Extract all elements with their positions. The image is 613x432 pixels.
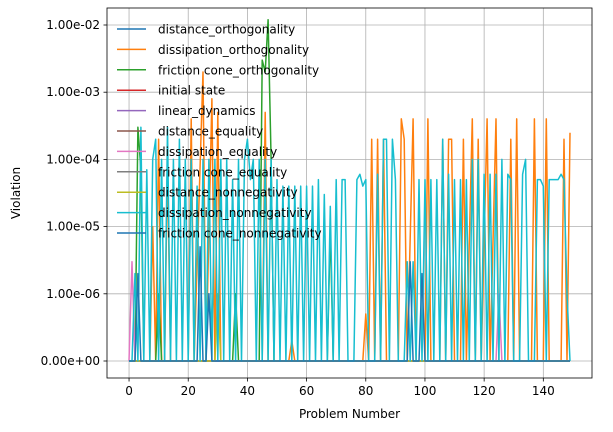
x-tick-label: 20: [181, 384, 196, 398]
legend-label-3: initial state: [158, 84, 225, 98]
legend-label-5: distance_equality: [158, 125, 263, 139]
legend-label-9: dissipation_nonnegativity: [158, 206, 312, 220]
y-tick-label: 1.00e-06: [46, 287, 100, 301]
legend-label-4: linear_dynamics: [158, 104, 256, 118]
series-layer: [128, 18, 571, 362]
y-tick-label: 1.00e-02: [46, 18, 100, 32]
y-tick-label: 0.00e+00: [41, 354, 100, 368]
y-axis: 0.00e+00 1.00e-06 1.00e-05 1.00e-04 1.00e-03…: [41, 18, 107, 368]
legend-label-8: distance_nonnegativity: [158, 186, 298, 200]
legend-label-6: dissipation_equality: [158, 145, 277, 159]
y-axis-title: Violation: [9, 167, 23, 219]
legend: distance_orthogonality dissipation_orthog…: [117, 23, 322, 241]
x-tick-label: 40: [240, 384, 255, 398]
x-tick-label: 0: [125, 384, 133, 398]
x-tick-label: 100: [414, 384, 437, 398]
y-tick-label: 1.00e-05: [46, 220, 100, 234]
legend-label-0: distance_orthogonality: [158, 23, 295, 37]
plot-frame: [106, 7, 593, 379]
x-tick-label: 120: [473, 384, 496, 398]
plot-area: [106, 7, 593, 379]
y-tick-label: 1.00e-04: [46, 152, 100, 166]
y-tick-label: 1.00e-03: [46, 85, 100, 99]
x-axis: 0 20 40 60 80 100 120 140: [125, 378, 555, 398]
x-axis-title: Problem Number: [299, 407, 400, 421]
series-line-10: [129, 246, 570, 362]
legend-label-1: dissipation_orthogonality: [158, 43, 309, 57]
x-tick-label: 60: [299, 384, 314, 398]
x-tick-label: 80: [358, 384, 373, 398]
x-tick-label: 140: [532, 384, 555, 398]
legend-label-2: friction cone_orthogonality: [158, 63, 319, 77]
legend-label-7: friction cone_equality: [158, 165, 287, 179]
legend-label-10: friction cone_nonnegativity: [158, 227, 322, 241]
